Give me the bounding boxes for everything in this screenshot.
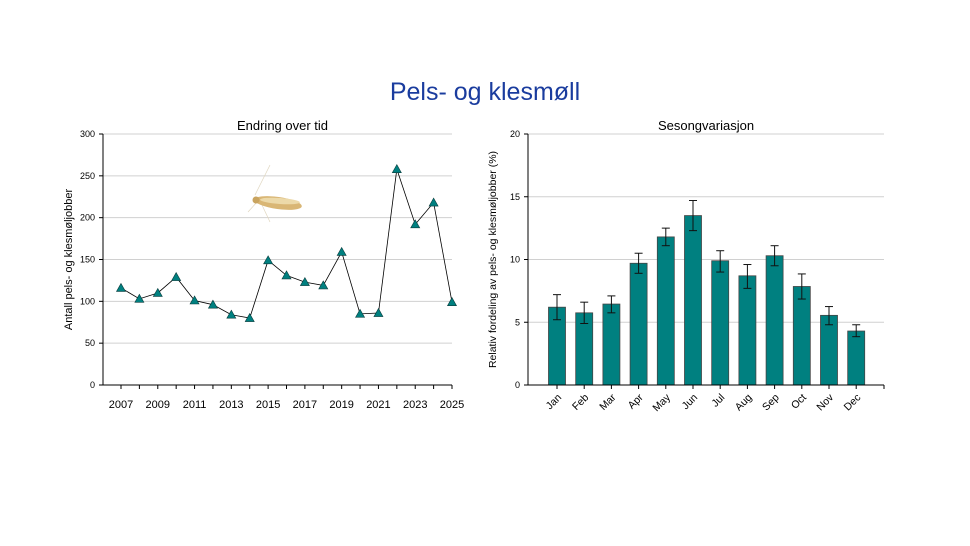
page-title: Pels- og klesmøll <box>389 78 581 106</box>
data-point <box>355 308 366 318</box>
x-tick-label: Feb <box>570 392 591 413</box>
moth-wing-highlight <box>260 197 300 205</box>
bar <box>711 260 730 386</box>
y-tick-label: 10 <box>510 255 520 265</box>
y-tick-label: 150 <box>80 255 95 265</box>
bar <box>765 255 784 386</box>
moth-antenna <box>254 164 271 196</box>
bar <box>656 236 675 386</box>
x-tick-label: 2015 <box>256 399 280 411</box>
data-point <box>171 271 182 281</box>
y-tick-label: 200 <box>80 213 95 223</box>
x-tick-label: 2023 <box>403 399 427 411</box>
data-point <box>410 219 421 229</box>
data-point <box>134 293 145 303</box>
moth-leg <box>247 201 258 213</box>
bar <box>792 286 811 386</box>
bar <box>684 215 702 386</box>
data-point <box>281 270 292 280</box>
chart-title: Sesongvariasjon <box>658 118 754 133</box>
x-tick-label: 2007 <box>109 399 133 411</box>
data-point <box>152 287 163 297</box>
x-tick-label: Jan <box>544 392 565 413</box>
x-tick-label: Apr <box>626 391 646 411</box>
bar <box>738 275 757 386</box>
y-tick-label: 50 <box>85 338 95 348</box>
data-point <box>446 297 458 306</box>
moth-image <box>247 164 302 223</box>
x-tick-label: 2017 <box>293 399 317 411</box>
data-point <box>373 307 384 317</box>
y-axis-label: Antall pels- og klesmøljobber <box>63 189 75 331</box>
data-point <box>226 309 237 319</box>
data-point <box>115 282 127 292</box>
x-tick-label: 2021 <box>366 399 390 411</box>
y-tick-label: 250 <box>80 171 95 181</box>
x-tick-label: Nov <box>814 391 836 413</box>
data-point <box>299 276 310 286</box>
x-tick-label: Jul <box>709 392 727 410</box>
x-tick-label: Aug <box>733 392 755 414</box>
bar <box>629 262 648 386</box>
data-point <box>207 299 218 309</box>
y-axis-label: Relativ fordeling av pels- og klesmøljob… <box>487 151 499 368</box>
x-tick-label: Oct <box>789 392 809 412</box>
moth-head <box>252 196 260 204</box>
x-tick-label: May <box>650 391 673 414</box>
x-tick-label: Jun <box>680 392 701 413</box>
x-tick-label: Dec <box>842 392 864 414</box>
data-point <box>428 197 439 207</box>
data-point <box>263 255 274 265</box>
data-point <box>244 312 255 322</box>
y-tick-label: 0 <box>515 380 520 390</box>
x-tick-label: 2011 <box>183 399 207 411</box>
y-tick-label: 15 <box>510 192 520 202</box>
bar <box>820 314 838 386</box>
y-tick-label: 5 <box>515 317 520 327</box>
moth-leg <box>261 204 271 223</box>
data-point <box>336 246 347 256</box>
series-line <box>120 169 453 319</box>
y-tick-label: 100 <box>80 296 95 306</box>
y-tick-label: 20 <box>510 129 520 139</box>
x-tick-label: 2019 <box>329 399 353 411</box>
x-tick-label: 2025 <box>440 399 464 411</box>
x-tick-label: 2009 <box>146 399 170 411</box>
x-tick-label: Sep <box>760 392 782 414</box>
chart-title: Endring over tid <box>237 118 328 133</box>
y-tick-label: 0 <box>90 380 95 390</box>
data-point <box>391 164 402 173</box>
data-point <box>318 280 329 290</box>
bar <box>847 330 866 386</box>
data-point <box>189 295 200 305</box>
bar <box>602 303 621 386</box>
y-tick-label: 300 <box>80 129 95 139</box>
x-tick-label: Mar <box>597 391 619 413</box>
x-tick-label: 2013 <box>219 399 243 411</box>
